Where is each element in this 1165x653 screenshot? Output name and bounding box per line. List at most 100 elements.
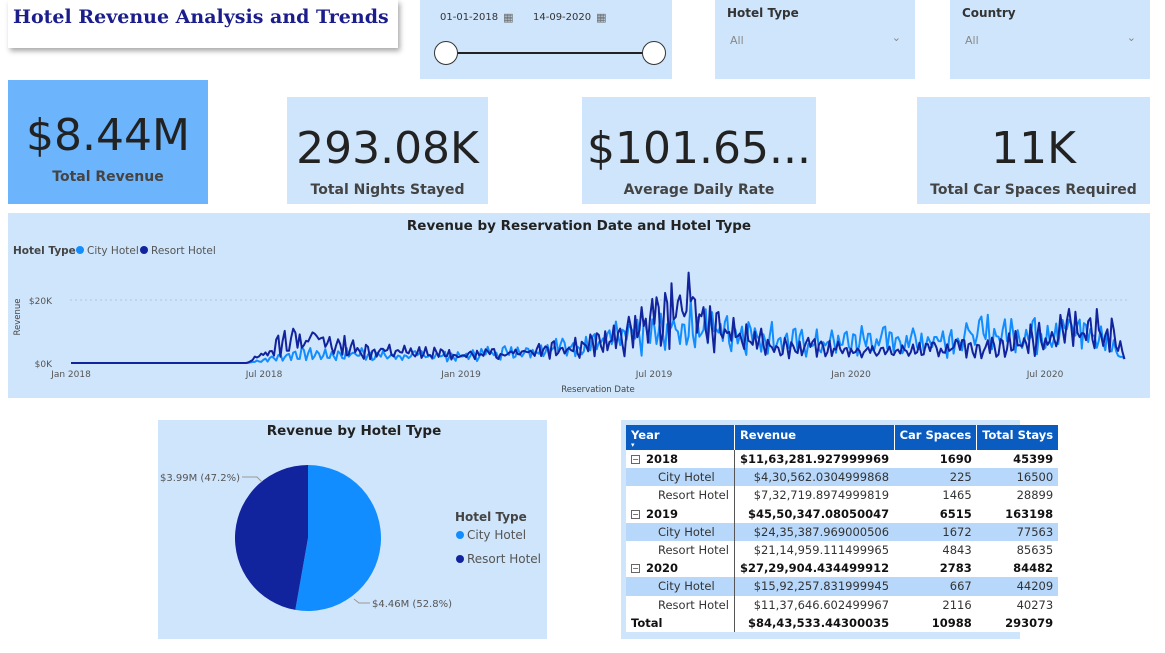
- line-chart-title: Revenue by Reservation Date and Hotel Ty…: [407, 218, 751, 234]
- collapse-icon[interactable]: −: [631, 564, 640, 574]
- row-label: Resort Hotel: [658, 597, 729, 612]
- legend-resort-hotel-label[interactable]: Resort Hotel: [151, 245, 216, 257]
- sort-indicator-icon[interactable]: ▾: [631, 441, 635, 449]
- y-tick-label: $0K: [35, 360, 53, 370]
- revenue-pie-chart-card[interactable]: Revenue by Hotel Type $3.99M (47.2%) $4.…: [158, 420, 547, 639]
- cell-name: −2019: [626, 504, 735, 523]
- cell-total-stays: 85635: [976, 540, 1059, 560]
- cell-car-spaces: 1465: [894, 486, 977, 505]
- cell-revenue: $15,92,257.831999945: [733, 577, 895, 596]
- line-chart-legend: Hotel Type City Hotel Resort Hotel: [13, 245, 216, 257]
- end-date-input[interactable]: 14-09-2020 ▦: [533, 11, 607, 24]
- kpi-label: Total Revenue: [52, 169, 164, 185]
- page-title: Hotel Revenue Analysis and Trends: [13, 6, 389, 28]
- cell-car-spaces: 667: [894, 577, 977, 596]
- revenue-matrix[interactable]: Year ▾ Revenue Car Spaces Total Stays −20…: [626, 425, 1059, 632]
- revenue-line-chart-card[interactable]: Revenue by Reservation Date and Hotel Ty…: [8, 213, 1150, 398]
- cell-total-stays: 45399: [976, 450, 1059, 469]
- kpi-average-daily-rate[interactable]: $101.65... Average Daily Rate: [582, 97, 816, 204]
- pie-legend-city-label[interactable]: City Hotel: [467, 528, 526, 542]
- pie-legend-resort-marker: [456, 555, 464, 563]
- kpi-value: 293.08K: [296, 123, 479, 174]
- matrix-year-row[interactable]: −2019 $45,50,347.08050047 6515 163198: [626, 504, 1059, 523]
- kpi-value: $8.44M: [26, 110, 190, 161]
- legend-title: Hotel Type: [13, 245, 76, 257]
- column-header-revenue[interactable]: Revenue: [734, 425, 895, 450]
- date-slider-track[interactable]: [447, 52, 654, 54]
- pie-legend-title: Hotel Type: [455, 510, 527, 524]
- x-tick-label: Jul 2019: [635, 370, 673, 380]
- pie-slice-city-hotel[interactable]: [295, 465, 381, 611]
- kpi-total-revenue[interactable]: $8.44M Total Revenue: [8, 80, 208, 204]
- matrix-detail-row[interactable]: City Hotel $24,35,387.969000506 1672 77563: [626, 522, 1059, 541]
- legend-city-hotel-label[interactable]: City Hotel: [87, 245, 139, 257]
- revenue-line-chart[interactable]: Revenue by Reservation Date and Hotel Ty…: [8, 213, 1150, 398]
- cell-name: City Hotel: [626, 522, 735, 541]
- matrix-detail-row[interactable]: City Hotel $4,30,562.0304999868 225 16500: [626, 468, 1059, 487]
- legend-city-hotel-marker: [76, 246, 84, 254]
- dashboard-title-card: Hotel Revenue Analysis and Trends: [8, 0, 398, 48]
- column-header-car-spaces[interactable]: Car Spaces: [894, 425, 978, 450]
- pie-data-label-resort: $3.99M (47.2%): [160, 473, 240, 484]
- cell-total-stays: 84482: [976, 559, 1059, 578]
- cell-name: Resort Hotel: [626, 595, 735, 614]
- chevron-down-icon[interactable]: ⌄: [1126, 31, 1136, 44]
- line-series-group: [71, 271, 1126, 364]
- row-label: Resort Hotel: [658, 488, 729, 503]
- pie-slice-resort-hotel[interactable]: [234, 465, 308, 610]
- revenue-pie-chart[interactable]: Revenue by Hotel Type $3.99M (47.2%) $4.…: [158, 420, 547, 639]
- matrix-detail-row[interactable]: Resort Hotel $11,37,646.602499967 2116 4027…: [626, 595, 1059, 614]
- revenue-matrix-card: Year ▾ Revenue Car Spaces Total Stays −20…: [621, 420, 1059, 639]
- x-tick-label: Jan 2019: [440, 370, 481, 380]
- matrix-year-row[interactable]: −2018 $11,63,281.927999969 1690 45399: [626, 450, 1059, 469]
- x-axis-label: Reservation Date: [561, 385, 634, 395]
- matrix-header-row: Year ▾ Revenue Car Spaces Total Stays: [626, 425, 1059, 450]
- row-label: City Hotel: [658, 470, 715, 485]
- date-slider-start-handle[interactable]: [434, 41, 458, 65]
- kpi-total-nights[interactable]: 293.08K Total Nights Stayed: [287, 97, 488, 204]
- date-range-slicer: 01-01-2018 ▦ 14-09-2020 ▦: [420, 0, 672, 79]
- x-tick-label: Jan 2020: [830, 370, 871, 380]
- matrix-detail-row[interactable]: Resort Hotel $7,32,719.8974999819 1465 2889…: [626, 486, 1059, 505]
- matrix-detail-row[interactable]: Resort Hotel $21,14,959.111499965 4843 8563…: [626, 540, 1059, 560]
- cell-revenue: $4,30,562.0304999868: [733, 468, 895, 487]
- kpi-label: Total Car Spaces Required: [930, 182, 1137, 198]
- cell-name: Resort Hotel: [626, 486, 735, 505]
- row-label: 2019: [646, 506, 679, 521]
- row-label: 2020: [646, 561, 679, 576]
- row-label: 2018: [646, 452, 679, 467]
- cell-revenue: $45,50,347.08050047: [733, 504, 895, 523]
- collapse-icon[interactable]: −: [631, 509, 640, 519]
- matrix-year-row[interactable]: −2020 $27,29,904.434499912 2783 84482: [626, 559, 1059, 578]
- cell-car-spaces: 4843: [894, 540, 977, 560]
- column-header-total-stays[interactable]: Total Stays: [976, 425, 1059, 450]
- end-date-value: 14-09-2020: [533, 12, 592, 23]
- cell-car-spaces: 10988: [894, 613, 977, 632]
- calendar-icon[interactable]: ▦: [503, 11, 514, 24]
- cell-name: Total: [626, 613, 735, 632]
- start-date-input[interactable]: 01-01-2018 ▦: [440, 11, 514, 24]
- cell-total-stays: 28899: [976, 486, 1059, 505]
- cell-revenue: $11,37,646.602499967: [733, 595, 895, 614]
- matrix-total-row[interactable]: Total $84,43,533.44300035 10988 293079: [626, 613, 1059, 632]
- legend-resort-hotel-marker: [140, 246, 148, 254]
- pie-legend-resort-label[interactable]: Resort Hotel: [467, 552, 541, 566]
- kpi-total-car-spaces[interactable]: 11K Total Car Spaces Required: [917, 97, 1150, 204]
- cell-name: Resort Hotel: [626, 540, 735, 560]
- series-line-resort-hotel[interactable]: [71, 271, 1126, 364]
- cell-total-stays: 16500: [976, 468, 1059, 487]
- date-slider-end-handle[interactable]: [642, 41, 666, 65]
- cell-revenue: $11,63,281.927999969: [733, 450, 895, 469]
- hotel-type-dropdown-value: All: [730, 34, 744, 47]
- pie-slices: [234, 465, 381, 611]
- row-label: Resort Hotel: [658, 543, 729, 558]
- calendar-icon[interactable]: ▦: [596, 11, 607, 24]
- column-header-year[interactable]: Year ▾: [626, 425, 735, 450]
- collapse-icon[interactable]: −: [631, 455, 640, 465]
- cell-total-stays: 77563: [976, 522, 1059, 541]
- cell-car-spaces: 2116: [894, 595, 977, 614]
- x-tick-label: Jul 2018: [245, 370, 283, 380]
- matrix-detail-row[interactable]: City Hotel $15,92,257.831999945 667 44209: [626, 577, 1059, 596]
- cell-name: City Hotel: [626, 577, 735, 596]
- chevron-down-icon[interactable]: ⌄: [891, 31, 901, 44]
